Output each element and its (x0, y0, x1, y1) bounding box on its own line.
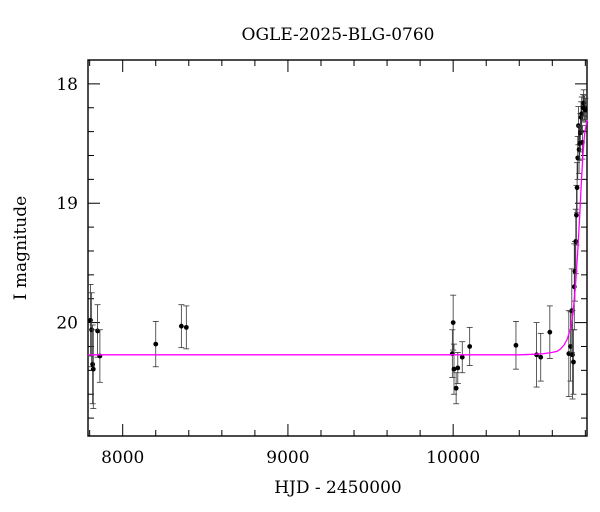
data-point (572, 208, 579, 275)
y-tick-label: 20 (56, 314, 78, 334)
y-axis-title: I magnitude (11, 196, 31, 300)
data-marker (88, 317, 93, 323)
data-marker (513, 342, 519, 348)
data-point (152, 321, 159, 368)
data-point (454, 352, 461, 384)
data-marker (90, 366, 96, 372)
data-point (512, 321, 519, 370)
data-marker (459, 354, 465, 360)
x-axis-title: HJD - 2450000 (274, 478, 402, 498)
chart-title: OGLE-2025-BLG-0760 (242, 25, 435, 45)
data-marker (574, 185, 580, 191)
data-point (178, 304, 185, 349)
data-marker (455, 365, 461, 371)
x-tick-label: 10000 (426, 448, 480, 468)
data-point (533, 322, 540, 388)
axis-tick-labels: 8000 9000 10000 18 19 20 (56, 75, 480, 468)
data-marker (547, 329, 553, 335)
data-point (466, 326, 473, 366)
data-marker (570, 352, 575, 358)
data-point (537, 332, 544, 382)
axis-ticks (88, 59, 587, 436)
plot-frame (87, 59, 588, 437)
data-point (450, 343, 457, 395)
data-marker (183, 324, 189, 330)
data-point (459, 341, 466, 374)
data-point (450, 294, 457, 351)
data-marker (90, 361, 96, 367)
data-marker (582, 107, 588, 113)
data-point (573, 184, 580, 246)
y-tick-label: 18 (56, 75, 78, 95)
y-tick-label: 19 (56, 194, 78, 214)
data-marker (571, 359, 576, 365)
data-marker (153, 341, 159, 347)
data-marker (538, 354, 544, 360)
data-point (570, 329, 577, 395)
model-curve (88, 119, 588, 356)
data-marker (178, 323, 184, 329)
x-tick-label: 9000 (266, 448, 309, 468)
data-point (89, 324, 96, 405)
data-marker (453, 385, 459, 391)
data-point (90, 329, 97, 409)
data-marker (451, 366, 457, 372)
x-tick-label: 8000 (101, 448, 144, 468)
data-marker (574, 212, 579, 218)
data-marker (573, 239, 579, 244)
data-marker (450, 320, 456, 326)
data-marker (467, 344, 473, 349)
data-point (183, 305, 190, 350)
data-marker (95, 328, 100, 334)
data-points (87, 89, 589, 409)
data-point (546, 305, 553, 359)
data-point (582, 97, 589, 123)
